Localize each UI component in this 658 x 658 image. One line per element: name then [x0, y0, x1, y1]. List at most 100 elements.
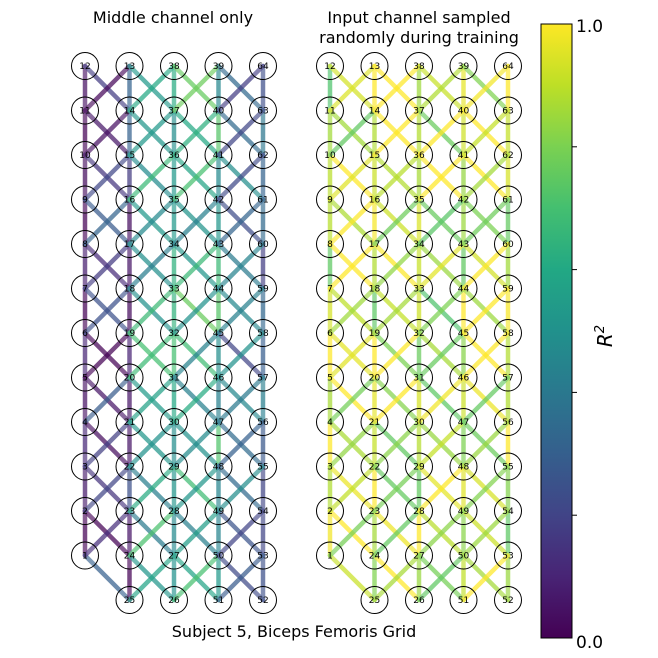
electrode-node: 42 — [449, 185, 478, 214]
colorbar-label-R: R — [593, 333, 617, 347]
electrode-node: 48 — [449, 452, 478, 481]
electrode-node: 18 — [115, 274, 144, 303]
electrode-label: 26 — [413, 596, 425, 606]
connection-edge — [82, 152, 132, 202]
electrode-circle — [71, 408, 99, 436]
electrode-node: 50 — [204, 541, 233, 570]
connection-edge — [127, 330, 177, 380]
electrode-label: 64 — [257, 62, 269, 72]
connection-edge — [416, 241, 466, 291]
electrode-label: 59 — [257, 285, 269, 295]
connection-edge — [327, 508, 377, 558]
electrode-node: 22 — [360, 452, 389, 481]
electrode-node: 33 — [405, 274, 433, 303]
electrode-circle — [316, 185, 344, 214]
connection-edge — [461, 63, 511, 113]
electrode-circle — [360, 52, 389, 80]
electrode-node: 8 — [71, 230, 99, 258]
connection-edge — [127, 508, 177, 558]
electrode-circle — [160, 52, 188, 80]
connection-edge — [461, 375, 511, 425]
electrode-node: 26 — [160, 586, 188, 614]
electrode-node: 28 — [405, 497, 433, 525]
electrode-node: 63 — [494, 96, 522, 125]
electrode-label: 10 — [324, 151, 336, 161]
electrode-node: 43 — [449, 230, 478, 258]
electrode-node: 54 — [249, 497, 277, 525]
electrode-circle — [115, 230, 144, 258]
electrode-circle — [360, 408, 389, 436]
electrode-label: 47 — [213, 418, 224, 428]
electrode-circle — [405, 96, 433, 125]
electrode-node: 19 — [115, 319, 144, 347]
electrode-label: 62 — [257, 151, 268, 161]
electrode-node: 16 — [115, 185, 144, 214]
electrode-node: 17 — [115, 230, 144, 258]
electrode-label: 11 — [79, 107, 90, 117]
electrode-node: 29 — [405, 452, 433, 481]
right-panel-title-line2: randomly during training — [319, 28, 519, 47]
electrode-node: 54 — [494, 497, 522, 525]
electrode-node: 35 — [405, 185, 433, 214]
electrode-label: 6 — [327, 329, 333, 339]
electrode-circle — [115, 52, 144, 80]
connection-edge — [327, 108, 377, 158]
electrode-node: 57 — [249, 363, 277, 392]
electrode-label: 21 — [369, 418, 380, 428]
electrode-circle — [316, 408, 344, 436]
electrode-label: 54 — [502, 507, 514, 517]
electrode-label: 56 — [257, 418, 269, 428]
connection-edge — [372, 108, 422, 158]
electrode-label: 44 — [458, 285, 470, 295]
electrode-circle — [449, 408, 478, 436]
connection-edge — [82, 286, 132, 336]
connection-edge — [82, 63, 132, 113]
connection-edge — [461, 553, 511, 603]
electrode-label: 35 — [168, 196, 179, 206]
electrode-label: 10 — [79, 151, 91, 161]
connection-edge — [171, 508, 221, 558]
electrode-node: 27 — [160, 541, 188, 570]
connection-edge — [82, 241, 132, 291]
connection-edge — [171, 108, 221, 158]
connection-edge — [216, 241, 266, 291]
colorbar: 1.0 0.0 R2 — [540, 17, 617, 653]
electrode-label: 19 — [124, 329, 136, 339]
electrode-node: 44 — [204, 274, 233, 303]
connection-edge — [127, 197, 177, 247]
electrode-circle — [449, 319, 478, 347]
electrode-label: 8 — [82, 240, 88, 250]
electrode-label: 12 — [79, 62, 90, 72]
electrode-circle — [204, 52, 233, 80]
electrode-node: 41 — [204, 141, 233, 169]
electrode-node: 51 — [204, 586, 233, 614]
connection-edge — [127, 553, 177, 603]
electrode-node: 60 — [494, 230, 522, 258]
electrode-label: 30 — [413, 418, 425, 428]
electrode-circle — [360, 274, 389, 303]
colorbar-axis-label: R2 — [593, 325, 617, 347]
electrode-label: 29 — [413, 463, 425, 473]
electrode-node: 61 — [249, 185, 277, 214]
connection-edge — [171, 419, 221, 469]
electrode-node: 11 — [316, 96, 344, 125]
electrode-circle — [249, 141, 277, 169]
electrode-node: 9 — [71, 185, 99, 214]
electrode-label: 22 — [369, 463, 380, 473]
connection-edge — [127, 464, 177, 514]
electrode-label: 38 — [413, 62, 425, 72]
electrode-circle — [249, 319, 277, 347]
electrode-node: 25 — [115, 586, 144, 614]
connection-edge — [461, 508, 511, 558]
electrode-circle — [405, 141, 433, 169]
electrode-node: 55 — [249, 452, 277, 481]
electrode-circle — [71, 452, 99, 481]
electrode-label: 60 — [502, 240, 514, 250]
electrode-label: 39 — [213, 62, 225, 72]
electrode-node: 40 — [204, 96, 233, 125]
connection-edge — [216, 375, 266, 425]
connection-edge — [461, 108, 511, 158]
electrode-node: 52 — [494, 586, 522, 614]
electrode-node: 41 — [449, 141, 478, 169]
electrode-circle — [71, 274, 99, 303]
